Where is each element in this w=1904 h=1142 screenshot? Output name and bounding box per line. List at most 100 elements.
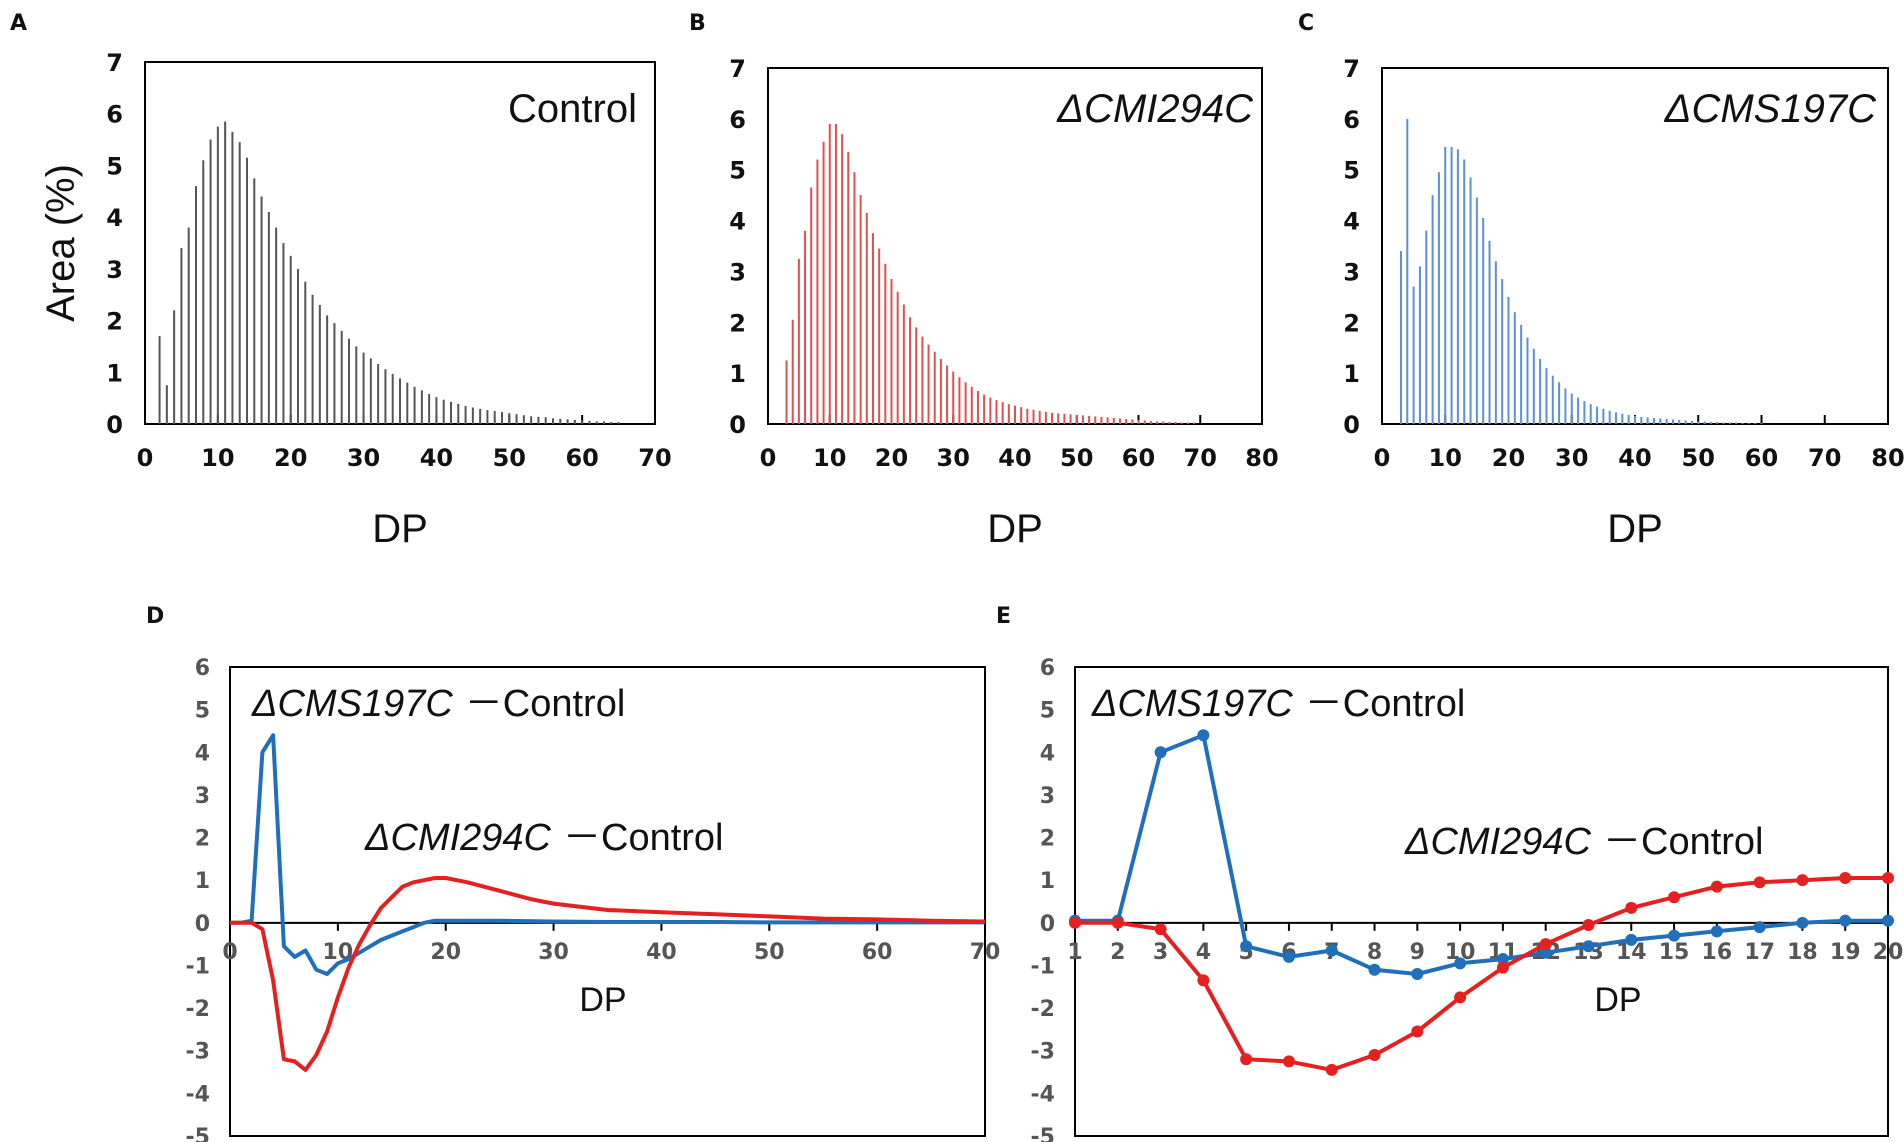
x-tick-label: 0 xyxy=(760,444,777,472)
y-tick-label: 5 xyxy=(195,699,210,724)
series-label: ΔCMS197C －Control xyxy=(1091,683,1465,725)
y-tick-label: -4 xyxy=(1031,1082,1055,1107)
y-tick-label: 5 xyxy=(729,157,746,185)
data-point xyxy=(1069,916,1081,929)
y-tick-label: -2 xyxy=(1031,997,1055,1022)
x-tick-label: 0 xyxy=(1374,444,1391,472)
data-point xyxy=(1282,1055,1295,1068)
x-tick-label: 1 xyxy=(1067,940,1082,965)
y-tick-label: -3 xyxy=(1031,1040,1055,1065)
x-axis-title: DP xyxy=(1607,507,1663,551)
y-tick-label: 0 xyxy=(1343,411,1360,439)
y-tick-label: 2 xyxy=(106,308,123,336)
x-tick-label: 19 xyxy=(1830,940,1861,965)
x-tick-label: 40 xyxy=(646,940,677,965)
x-tick-label: 50 xyxy=(493,444,526,472)
series-label-italic: ΔCMI294C xyxy=(1404,821,1592,863)
y-tick-label: -5 xyxy=(1031,1125,1055,1142)
y-tick-label: 6 xyxy=(1343,106,1360,134)
y-tick-label: 1 xyxy=(106,359,123,387)
x-tick-label: 8 xyxy=(1367,940,1382,965)
x-tick-label: 20 xyxy=(1873,940,1904,965)
data-point xyxy=(1411,1025,1424,1038)
x-tick-label: 9 xyxy=(1410,940,1425,965)
x-tick-label: 18 xyxy=(1787,940,1818,965)
y-tick-label: 4 xyxy=(729,208,746,236)
y-tick-label: -4 xyxy=(186,1082,210,1107)
series-label-italic: ΔCMI294C xyxy=(364,817,552,859)
y-tick-label: 0 xyxy=(1040,912,1055,937)
data-point xyxy=(1325,1063,1338,1076)
data-point xyxy=(1582,918,1595,931)
y-tick-label: 6 xyxy=(1040,656,1055,681)
data-point xyxy=(1582,940,1595,953)
data-point xyxy=(1668,891,1681,904)
y-tick-label: 2 xyxy=(729,309,746,337)
x-tick-label: 50 xyxy=(1682,444,1715,472)
y-tick-label: 5 xyxy=(1343,157,1360,185)
x-tick-label: 4 xyxy=(1196,940,1211,965)
x-tick-label: 40 xyxy=(1618,444,1651,472)
series-line xyxy=(230,733,985,976)
y-tick-label: -3 xyxy=(186,1040,210,1065)
data-point xyxy=(1625,901,1638,914)
y-tick-label: 1 xyxy=(729,360,746,388)
y-tick-label: 3 xyxy=(106,256,123,284)
x-tick-label: 40 xyxy=(420,444,453,472)
x-tick-label: 60 xyxy=(1122,444,1155,472)
plot-frame xyxy=(1074,666,1889,1137)
y-tick-label: 6 xyxy=(729,106,746,134)
y-tick-label: 0 xyxy=(106,411,123,439)
data-point xyxy=(1240,940,1253,953)
data-point xyxy=(1882,872,1894,885)
data-point xyxy=(1197,974,1210,987)
series-label: ΔCMS197C －Control xyxy=(251,683,625,725)
y-tick-label: 2 xyxy=(1343,309,1360,337)
x-tick-label: 70 xyxy=(1808,444,1841,472)
x-axis-title: DP xyxy=(372,507,428,551)
data-point xyxy=(1240,1053,1253,1066)
x-tick-label: 17 xyxy=(1744,940,1775,965)
y-tick-label: -1 xyxy=(1031,954,1055,979)
y-tick-label: 7 xyxy=(106,49,123,77)
data-point xyxy=(1325,944,1338,957)
data-point xyxy=(1154,923,1167,936)
x-tick-label: 10 xyxy=(813,444,846,472)
y-tick-label: 7 xyxy=(729,55,746,83)
x-tick-label: 20 xyxy=(430,940,461,965)
data-point xyxy=(1411,967,1424,980)
x-tick-label: 60 xyxy=(1745,444,1778,472)
x-tick-label: 0 xyxy=(222,940,237,965)
y-tick-label: 0 xyxy=(195,912,210,937)
data-point xyxy=(1368,1048,1381,1061)
x-tick-label: 20 xyxy=(875,444,908,472)
x-tick-label: 20 xyxy=(274,444,307,472)
x-axis-title: DP xyxy=(987,507,1043,551)
data-point xyxy=(1668,929,1681,942)
x-tick-label: 60 xyxy=(862,940,893,965)
panel-letter: D xyxy=(146,604,164,629)
chart-title: Control xyxy=(508,87,637,131)
x-tick-label: 0 xyxy=(137,444,154,472)
panel-letter: C xyxy=(1298,11,1314,36)
y-tick-label: 4 xyxy=(106,204,123,232)
y-tick-label: 3 xyxy=(1040,784,1055,809)
data-point xyxy=(1197,729,1210,742)
x-tick-label: 16 xyxy=(1702,940,1733,965)
x-tick-label: 30 xyxy=(538,940,569,965)
data-point xyxy=(1539,938,1552,951)
data-point xyxy=(1496,953,1509,966)
data-point xyxy=(1539,946,1552,959)
y-tick-label: 3 xyxy=(195,784,210,809)
chart-title: ΔCMS197C xyxy=(1664,87,1877,131)
x-tick-label: 70 xyxy=(970,940,1001,965)
data-point xyxy=(1796,874,1809,887)
series-label-italic: ΔCMS197C xyxy=(1091,683,1293,725)
data-point xyxy=(1496,961,1509,974)
y-tick-label: -2 xyxy=(186,997,210,1022)
y-tick-label: 4 xyxy=(1343,208,1360,236)
data-point xyxy=(1454,957,1467,970)
x-tick-label: 70 xyxy=(1184,444,1217,472)
